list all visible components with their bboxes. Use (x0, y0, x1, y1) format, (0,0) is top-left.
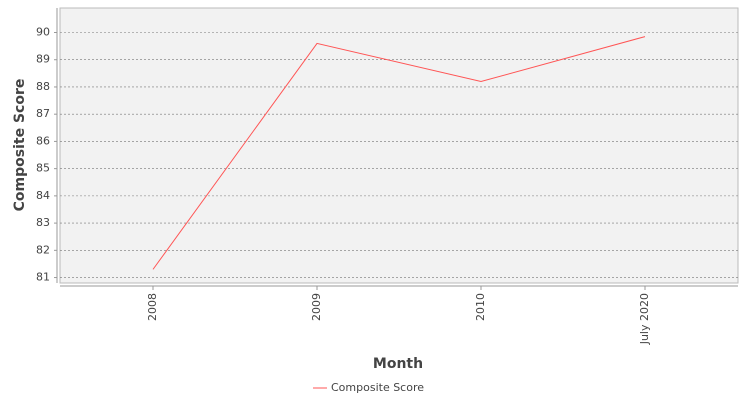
x-axis-title: Month (373, 356, 423, 372)
y-tick-label: 82 (36, 243, 50, 256)
x-tick-label: July 2020 (638, 293, 651, 345)
y-tick-label: 88 (36, 80, 50, 93)
x-tick-label: 2009 (310, 293, 323, 321)
legend-label: Composite Score (331, 381, 424, 394)
y-tick-label: 85 (36, 162, 50, 175)
y-tick-label: 84 (36, 189, 50, 202)
y-tick-label: 86 (36, 134, 50, 147)
y-tick-label: 81 (36, 271, 50, 284)
y-tick-label: 89 (36, 53, 50, 66)
y-tick-label: 87 (36, 107, 50, 120)
plot-area (59, 7, 739, 284)
x-tick-label: 2010 (474, 293, 487, 321)
y-tick-label: 90 (36, 26, 50, 39)
y-axis-title: Composite Score (12, 79, 28, 212)
line (152, 36, 646, 270)
y-tick-label: 83 (36, 216, 50, 229)
x-tick-label: 2008 (146, 293, 159, 321)
